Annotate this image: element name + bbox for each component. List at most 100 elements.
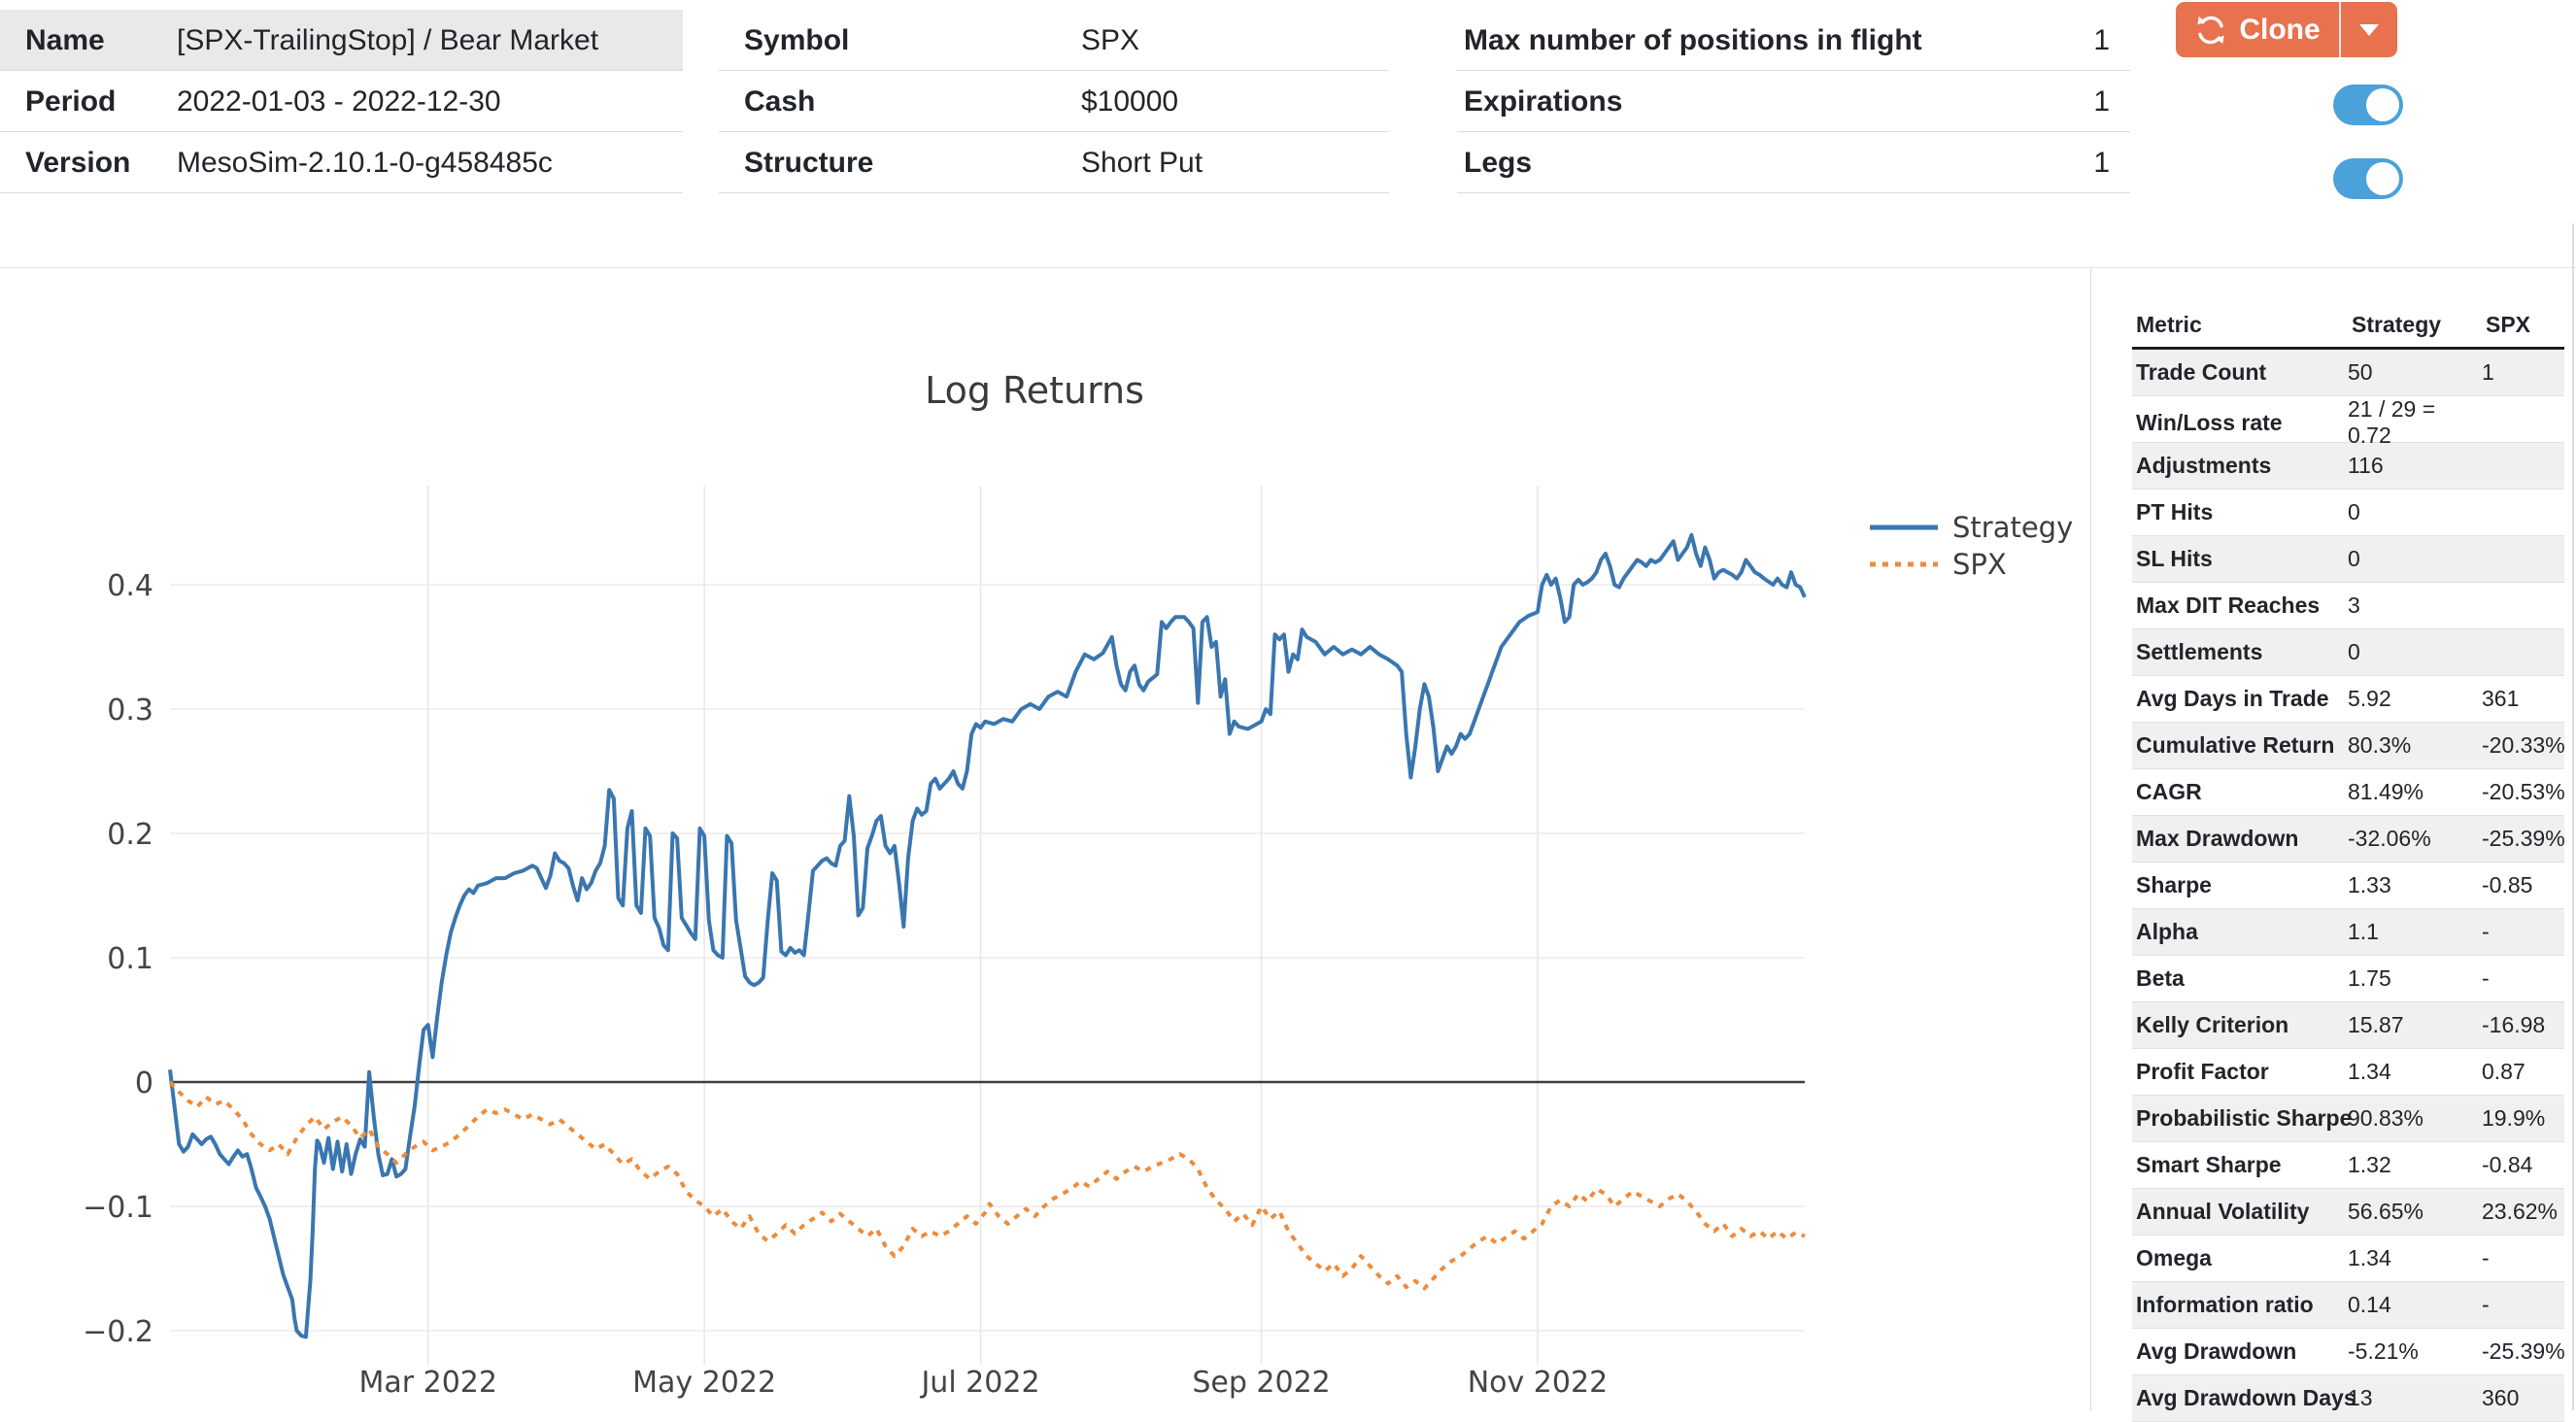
table-row: Information ratio 0.14 - xyxy=(2132,1282,2564,1329)
table-row: Probabilistic Sharpe 90.83% 19.9% xyxy=(2132,1096,2564,1142)
strategy-cell: 116 xyxy=(2348,453,2384,478)
period-row: Period 2022-01-03 - 2022-12-30 xyxy=(0,71,683,132)
metric-cell: SL Hits xyxy=(2136,546,2213,571)
spx-line xyxy=(168,1080,1806,1291)
table-row: Annual Volatility 56.65% 23.62% xyxy=(2132,1189,2564,1236)
strategy-cell: -32.06% xyxy=(2348,826,2431,851)
symbol-value: SPX xyxy=(1081,24,1140,56)
strategy-cell: 0 xyxy=(2348,499,2360,525)
version-row: Version MesoSim-2.10.1-0-g458485c xyxy=(0,132,683,193)
table-row: PT Hits 0 xyxy=(2132,490,2564,536)
log-returns-chart-panel: 0.4 0.3 0.2 0.1 0 −0.1 −0.2 Mar 2022 May 2022 Jul… xyxy=(0,267,2090,1410)
spx-cell: -0.84 xyxy=(2482,1152,2533,1177)
strategy-cell: 0 xyxy=(2348,546,2360,571)
strategy-cell: -5.21% xyxy=(2348,1338,2419,1364)
legend-spx-label: SPX xyxy=(1952,548,2007,581)
spx-cell: - xyxy=(2482,1245,2490,1270)
strategy-cell: 0.14 xyxy=(2348,1292,2391,1317)
period-value: 2022-01-03 - 2022-12-30 xyxy=(177,85,501,118)
chart-title: Log Returns xyxy=(925,369,1144,412)
log-returns-chart[interactable]: 0.4 0.3 0.2 0.1 0 −0.1 −0.2 Mar 2022 May 2022 Jul… xyxy=(0,267,2090,1410)
cash-value: $10000 xyxy=(1081,85,1179,118)
table-row: Cumulative Return 80.3% -20.33% xyxy=(2132,723,2565,769)
metric-cell: Sharpe xyxy=(2136,872,2212,897)
metric-cell: Information ratio xyxy=(2136,1292,2314,1317)
spx-cell: -20.53% xyxy=(2482,779,2565,804)
spx-cell: 0.87 xyxy=(2482,1059,2525,1084)
strategy-cell: 1.34 xyxy=(2348,1245,2391,1270)
strategy-cell: 0 xyxy=(2348,639,2360,664)
table-row: Max DIT Reaches 3 xyxy=(2132,583,2564,629)
metric-cell: CAGR xyxy=(2136,779,2202,804)
x-tick-label: Nov 2022 xyxy=(1468,1366,1608,1400)
legend-strategy-label: Strategy xyxy=(1952,511,2073,544)
y-tick-label: 0.1 xyxy=(107,942,153,976)
metric-cell: Beta xyxy=(2136,965,2185,991)
x-tick-label: May 2022 xyxy=(632,1366,776,1400)
strategy-cell: 1.1 xyxy=(2348,919,2379,944)
sharing-toggle-knob xyxy=(2366,88,2399,121)
spx-cell: 360 xyxy=(2482,1385,2520,1410)
table-row: Avg Drawdown -5.21% -25.39% xyxy=(2132,1329,2565,1375)
strategy-cell: 1.33 xyxy=(2348,872,2391,897)
expirations-label: Expirations xyxy=(1464,85,1623,118)
y-tick-label: 0.2 xyxy=(107,818,153,852)
strategy-cell: 21 / 29 = 0.72 xyxy=(2348,396,2436,448)
clone-button-label: Clone xyxy=(2239,13,2321,46)
metric-cell: Avg Drawdown Days xyxy=(2136,1385,2356,1410)
table-row: Alpha 1.1 - xyxy=(2132,909,2564,956)
sharing-toggle[interactable] xyxy=(2333,85,2403,125)
x-tick-label: Sep 2022 xyxy=(1192,1366,1330,1400)
spx-cell: - xyxy=(2482,1292,2490,1317)
legs-label: Legs xyxy=(1464,147,1533,179)
version-label: Version xyxy=(25,147,131,179)
spx-cell: - xyxy=(2482,919,2490,944)
metric-cell: Trade Count xyxy=(2136,359,2267,385)
table-row: Win/Loss rate 21 / 29 = 0.72 xyxy=(2132,396,2564,448)
version-value: MesoSim-2.10.1-0-g458485c xyxy=(177,147,553,179)
log-returns-toggle-knob xyxy=(2366,162,2399,195)
spx-column-header: SPX xyxy=(2486,312,2531,337)
scrollbar[interactable] xyxy=(2572,223,2574,1410)
metric-cell: Adjustments xyxy=(2136,453,2272,478)
y-tick-label: 0.3 xyxy=(107,694,153,728)
symbol-label: Symbol xyxy=(744,24,850,56)
metric-cell: Avg Drawdown xyxy=(2136,1338,2297,1364)
table-row: Max Drawdown -32.06% -25.39% xyxy=(2132,816,2565,863)
structure-row: Structure Short Put xyxy=(719,132,1389,193)
legs-value: 1 xyxy=(2093,147,2110,179)
strategy-cell: 90.83% xyxy=(2348,1105,2424,1131)
cash-label: Cash xyxy=(744,85,816,118)
metric-cell: Annual Volatility xyxy=(2136,1199,2310,1224)
spx-cell: -16.98 xyxy=(2482,1012,2546,1037)
table-row: Profit Factor 1.34 0.87 xyxy=(2132,1049,2564,1096)
table-row: Omega 1.34 - xyxy=(2132,1236,2564,1282)
backtest-info-right: Max number of positions in flight 1 Expi… xyxy=(1457,10,2130,193)
expirations-row: Expirations 1 xyxy=(1457,71,2130,132)
structure-label: Structure xyxy=(744,147,874,179)
clone-button[interactable]: Clone xyxy=(2176,2,2341,57)
clone-dropdown-toggle[interactable] xyxy=(2341,2,2397,57)
positions-row: Max number of positions in flight 1 xyxy=(1457,10,2130,71)
spx-cell: 1 xyxy=(2482,359,2494,385)
backtest-info-left: Name [SPX-TrailingStop] / Bear Market Pe… xyxy=(0,10,683,193)
spx-cell: 19.9% xyxy=(2482,1105,2546,1131)
strategy-cell: 1.75 xyxy=(2348,965,2391,991)
metric-cell: Max Drawdown xyxy=(2136,826,2299,851)
panel-divider xyxy=(2090,267,2091,1410)
table-row: Trade Count 50 1 xyxy=(2132,350,2564,396)
positions-value: 1 xyxy=(2093,24,2110,56)
y-tick-label: −0.1 xyxy=(83,1191,153,1225)
log-returns-toggle[interactable] xyxy=(2333,158,2403,199)
name-row: Name [SPX-TrailingStop] / Bear Market xyxy=(0,10,683,71)
spx-cell: 23.62% xyxy=(2482,1199,2559,1224)
x-tick-label: Mar 2022 xyxy=(358,1366,497,1400)
spx-cell: - xyxy=(2482,965,2490,991)
strategy-column-header: Strategy xyxy=(2352,312,2442,337)
metric-cell: Profit Factor xyxy=(2136,1059,2269,1084)
table-row: Settlements 0 xyxy=(2132,629,2564,676)
spx-cell: -25.39% xyxy=(2482,1338,2565,1364)
expirations-value: 1 xyxy=(2093,85,2110,118)
table-row: Kelly Criterion 15.87 -16.98 xyxy=(2132,1002,2564,1049)
